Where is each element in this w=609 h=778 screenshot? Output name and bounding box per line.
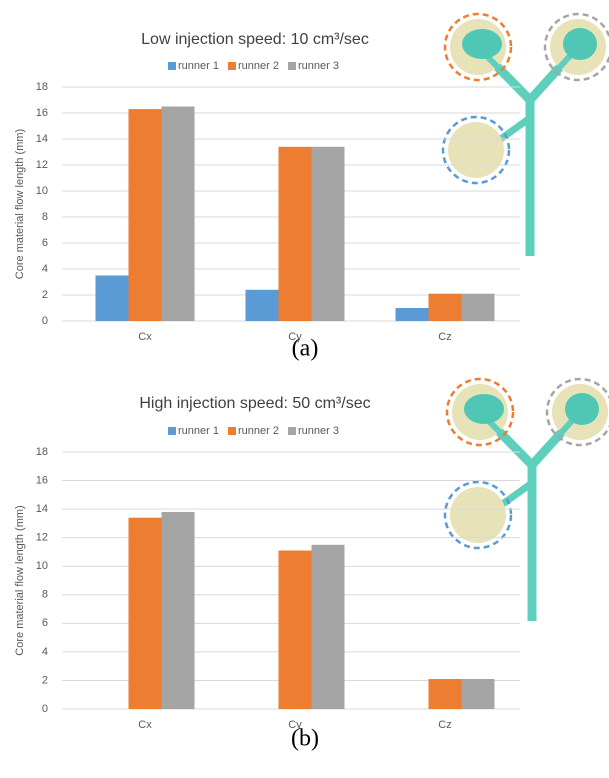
y-tick-label: 0 xyxy=(42,703,48,715)
y-tick-label: 18 xyxy=(36,446,48,458)
y-tick-label: 2 xyxy=(42,674,48,686)
y-tick-label: 16 xyxy=(36,107,48,119)
chart-title: High injection speed: 50 cm³/sec xyxy=(139,395,370,412)
figure: Low injection speed: 10 cm³/sec(a)Core m… xyxy=(0,0,609,773)
y-tick-label: 14 xyxy=(36,133,48,145)
y-tick-label: 4 xyxy=(42,263,48,275)
bar xyxy=(312,147,345,321)
legend-swatch xyxy=(228,62,236,70)
bar xyxy=(162,107,195,322)
bar xyxy=(279,551,312,709)
legend-label: runner 1 xyxy=(178,60,219,72)
y-tick-label: 8 xyxy=(42,589,48,601)
runner-diagram xyxy=(443,14,609,256)
y-tick-label: 6 xyxy=(42,237,48,249)
legend-swatch xyxy=(168,427,176,435)
x-tick-label: Cy xyxy=(288,719,302,731)
y-tick-label: 6 xyxy=(42,617,48,629)
x-tick-label: Cz xyxy=(438,331,451,343)
x-tick-label: Cx xyxy=(138,719,152,731)
y-tick-label: 12 xyxy=(36,159,48,171)
x-tick-label: Cy xyxy=(288,331,302,343)
bar xyxy=(462,679,495,709)
y-tick-label: 4 xyxy=(42,646,48,658)
bar xyxy=(129,518,162,709)
y-tick-label: 16 xyxy=(36,474,48,486)
y-tick-label: 0 xyxy=(42,315,48,327)
legend-swatch xyxy=(228,427,236,435)
runner-diagram xyxy=(445,379,609,621)
legend-swatch xyxy=(288,427,296,435)
legend-label: runner 2 xyxy=(238,425,279,437)
bar xyxy=(312,545,345,709)
x-tick-label: Cx xyxy=(138,331,152,343)
y-tick-label: 18 xyxy=(36,81,48,93)
legend-label: runner 3 xyxy=(298,425,339,437)
y-axis-label: Core material flow length (mm) xyxy=(14,505,26,655)
y-axis-label: Core material flow length (mm) xyxy=(14,129,26,279)
legend-label: runner 1 xyxy=(178,425,219,437)
legend-label: runner 2 xyxy=(238,60,279,72)
bar xyxy=(429,679,462,709)
bar xyxy=(96,276,129,322)
chart-title: Low injection speed: 10 cm³/sec xyxy=(141,31,369,48)
legend-swatch xyxy=(168,62,176,70)
bar xyxy=(396,308,429,321)
bar xyxy=(462,294,495,321)
legend-swatch xyxy=(288,62,296,70)
bar xyxy=(246,290,279,321)
y-tick-label: 8 xyxy=(42,211,48,223)
y-tick-label: 14 xyxy=(36,503,48,515)
y-tick-label: 10 xyxy=(36,560,48,572)
x-tick-label: Cz xyxy=(438,719,451,731)
y-tick-label: 2 xyxy=(42,289,48,301)
legend-label: runner 3 xyxy=(298,60,339,72)
y-tick-label: 12 xyxy=(36,532,48,544)
bar xyxy=(429,294,462,321)
y-tick-label: 10 xyxy=(36,185,48,197)
bar xyxy=(162,512,195,709)
bar xyxy=(279,147,312,321)
bar xyxy=(129,109,162,321)
